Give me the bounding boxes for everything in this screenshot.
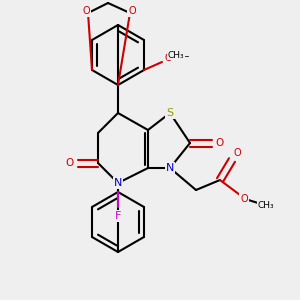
Text: O: O [233, 148, 241, 158]
Text: O: O [240, 194, 248, 204]
Text: F: F [115, 211, 121, 221]
Text: O: O [216, 138, 224, 148]
Text: CH₃: CH₃ [258, 200, 274, 209]
Text: N: N [166, 163, 174, 173]
Text: S: S [167, 108, 174, 118]
Text: O: O [82, 6, 90, 16]
Text: O: O [66, 158, 74, 168]
Text: CH₃: CH₃ [168, 50, 184, 59]
Text: —: — [181, 52, 189, 62]
Text: O: O [164, 53, 172, 63]
Text: N: N [114, 178, 122, 188]
Text: O: O [128, 6, 136, 16]
